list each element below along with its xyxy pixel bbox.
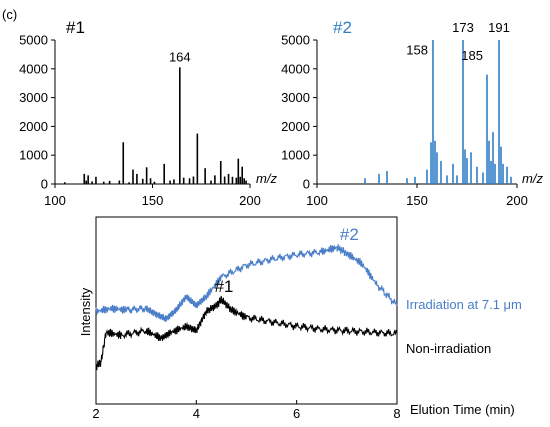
chromatogram-x-axis: 2 4 6 8 [92, 400, 401, 421]
peak-label: 191 [488, 20, 510, 35]
y-tick-label: 1000 [19, 148, 48, 163]
legend-irradiation: Irradiation at 7.1 μm [406, 297, 522, 312]
x-tick-label: 4 [193, 406, 200, 421]
spectrum-1-x-label: m/z [256, 171, 277, 186]
y-tick-label: 4000 [281, 61, 310, 76]
y-tick-label: 5000 [19, 33, 48, 48]
x-tick-label: 150 [406, 193, 428, 208]
peak-label: 185 [461, 48, 483, 63]
spectrum-2-annotations: 158 173 185 191 [406, 20, 510, 63]
y-tick-label: 3000 [281, 90, 310, 105]
chromatogram-x-label: Elution Time (min) [410, 402, 515, 417]
y-tick-label: 2000 [19, 119, 48, 134]
chromatogram-y-label: Intensity [78, 287, 93, 336]
spectrum-2-x-label: m/z [522, 171, 543, 186]
spectrum-2-title: #2 [333, 18, 352, 37]
chromatogram-trace [95, 244, 398, 323]
chromatogram-annotations: #2 #1 [214, 225, 358, 296]
peak-label: 158 [406, 42, 428, 57]
spectrum-2-chart: #2 0 1000 2000 3000 4000 5000 100 150 200 158 17… [281, 18, 543, 208]
x-tick-label: 100 [44, 193, 66, 208]
chromatogram-trace [95, 295, 398, 371]
x-tick-label: 2 [92, 406, 99, 421]
y-tick-label: 0 [303, 177, 310, 192]
legend-non-irradiation: Non-irradiation [406, 341, 491, 356]
spectrum-2-y-axis: 0 1000 2000 3000 4000 5000 [281, 33, 318, 192]
chromatogram-chart: 2 4 6 8 #2 #1 Intensity Elution Time (min) I… [78, 216, 522, 421]
spectrum-1-peaks [63, 67, 247, 184]
y-tick-label: 4000 [19, 61, 48, 76]
y-tick-label: 3000 [19, 90, 48, 105]
x-tick-label: 100 [306, 193, 328, 208]
trace-label: #2 [340, 225, 359, 244]
x-tick-label: 200 [506, 193, 528, 208]
spectrum-1-y-axis: 0 1000 2000 3000 4000 5000 [19, 33, 56, 192]
trace-label: #1 [214, 277, 233, 296]
spectrum-1-chart: #1 0 1000 2000 3000 4000 5000 100 150 200 164 m… [19, 18, 277, 208]
x-tick-label: 8 [393, 406, 400, 421]
spectrum-2-x-axis: 100 150 200 [306, 183, 528, 208]
peak-label: 164 [169, 49, 191, 64]
y-tick-label: 2000 [281, 119, 310, 134]
x-tick-label: 6 [293, 406, 300, 421]
spectrum-1-title: #1 [66, 18, 85, 37]
y-tick-label: 5000 [281, 33, 310, 48]
chromatogram-frame [95, 216, 398, 405]
panel-label: (c) [2, 7, 17, 22]
peak-label: 173 [452, 20, 474, 35]
spectrum-1-x-axis: 100 150 200 [44, 183, 261, 208]
x-tick-label: 150 [142, 193, 164, 208]
x-tick-label: 200 [239, 193, 261, 208]
chromatogram-series [95, 244, 398, 371]
y-tick-label: 1000 [281, 148, 310, 163]
spectrum-2-peaks [364, 40, 512, 184]
spectrum-1-annotations: 164 [169, 49, 191, 64]
y-tick-label: 0 [41, 177, 48, 192]
